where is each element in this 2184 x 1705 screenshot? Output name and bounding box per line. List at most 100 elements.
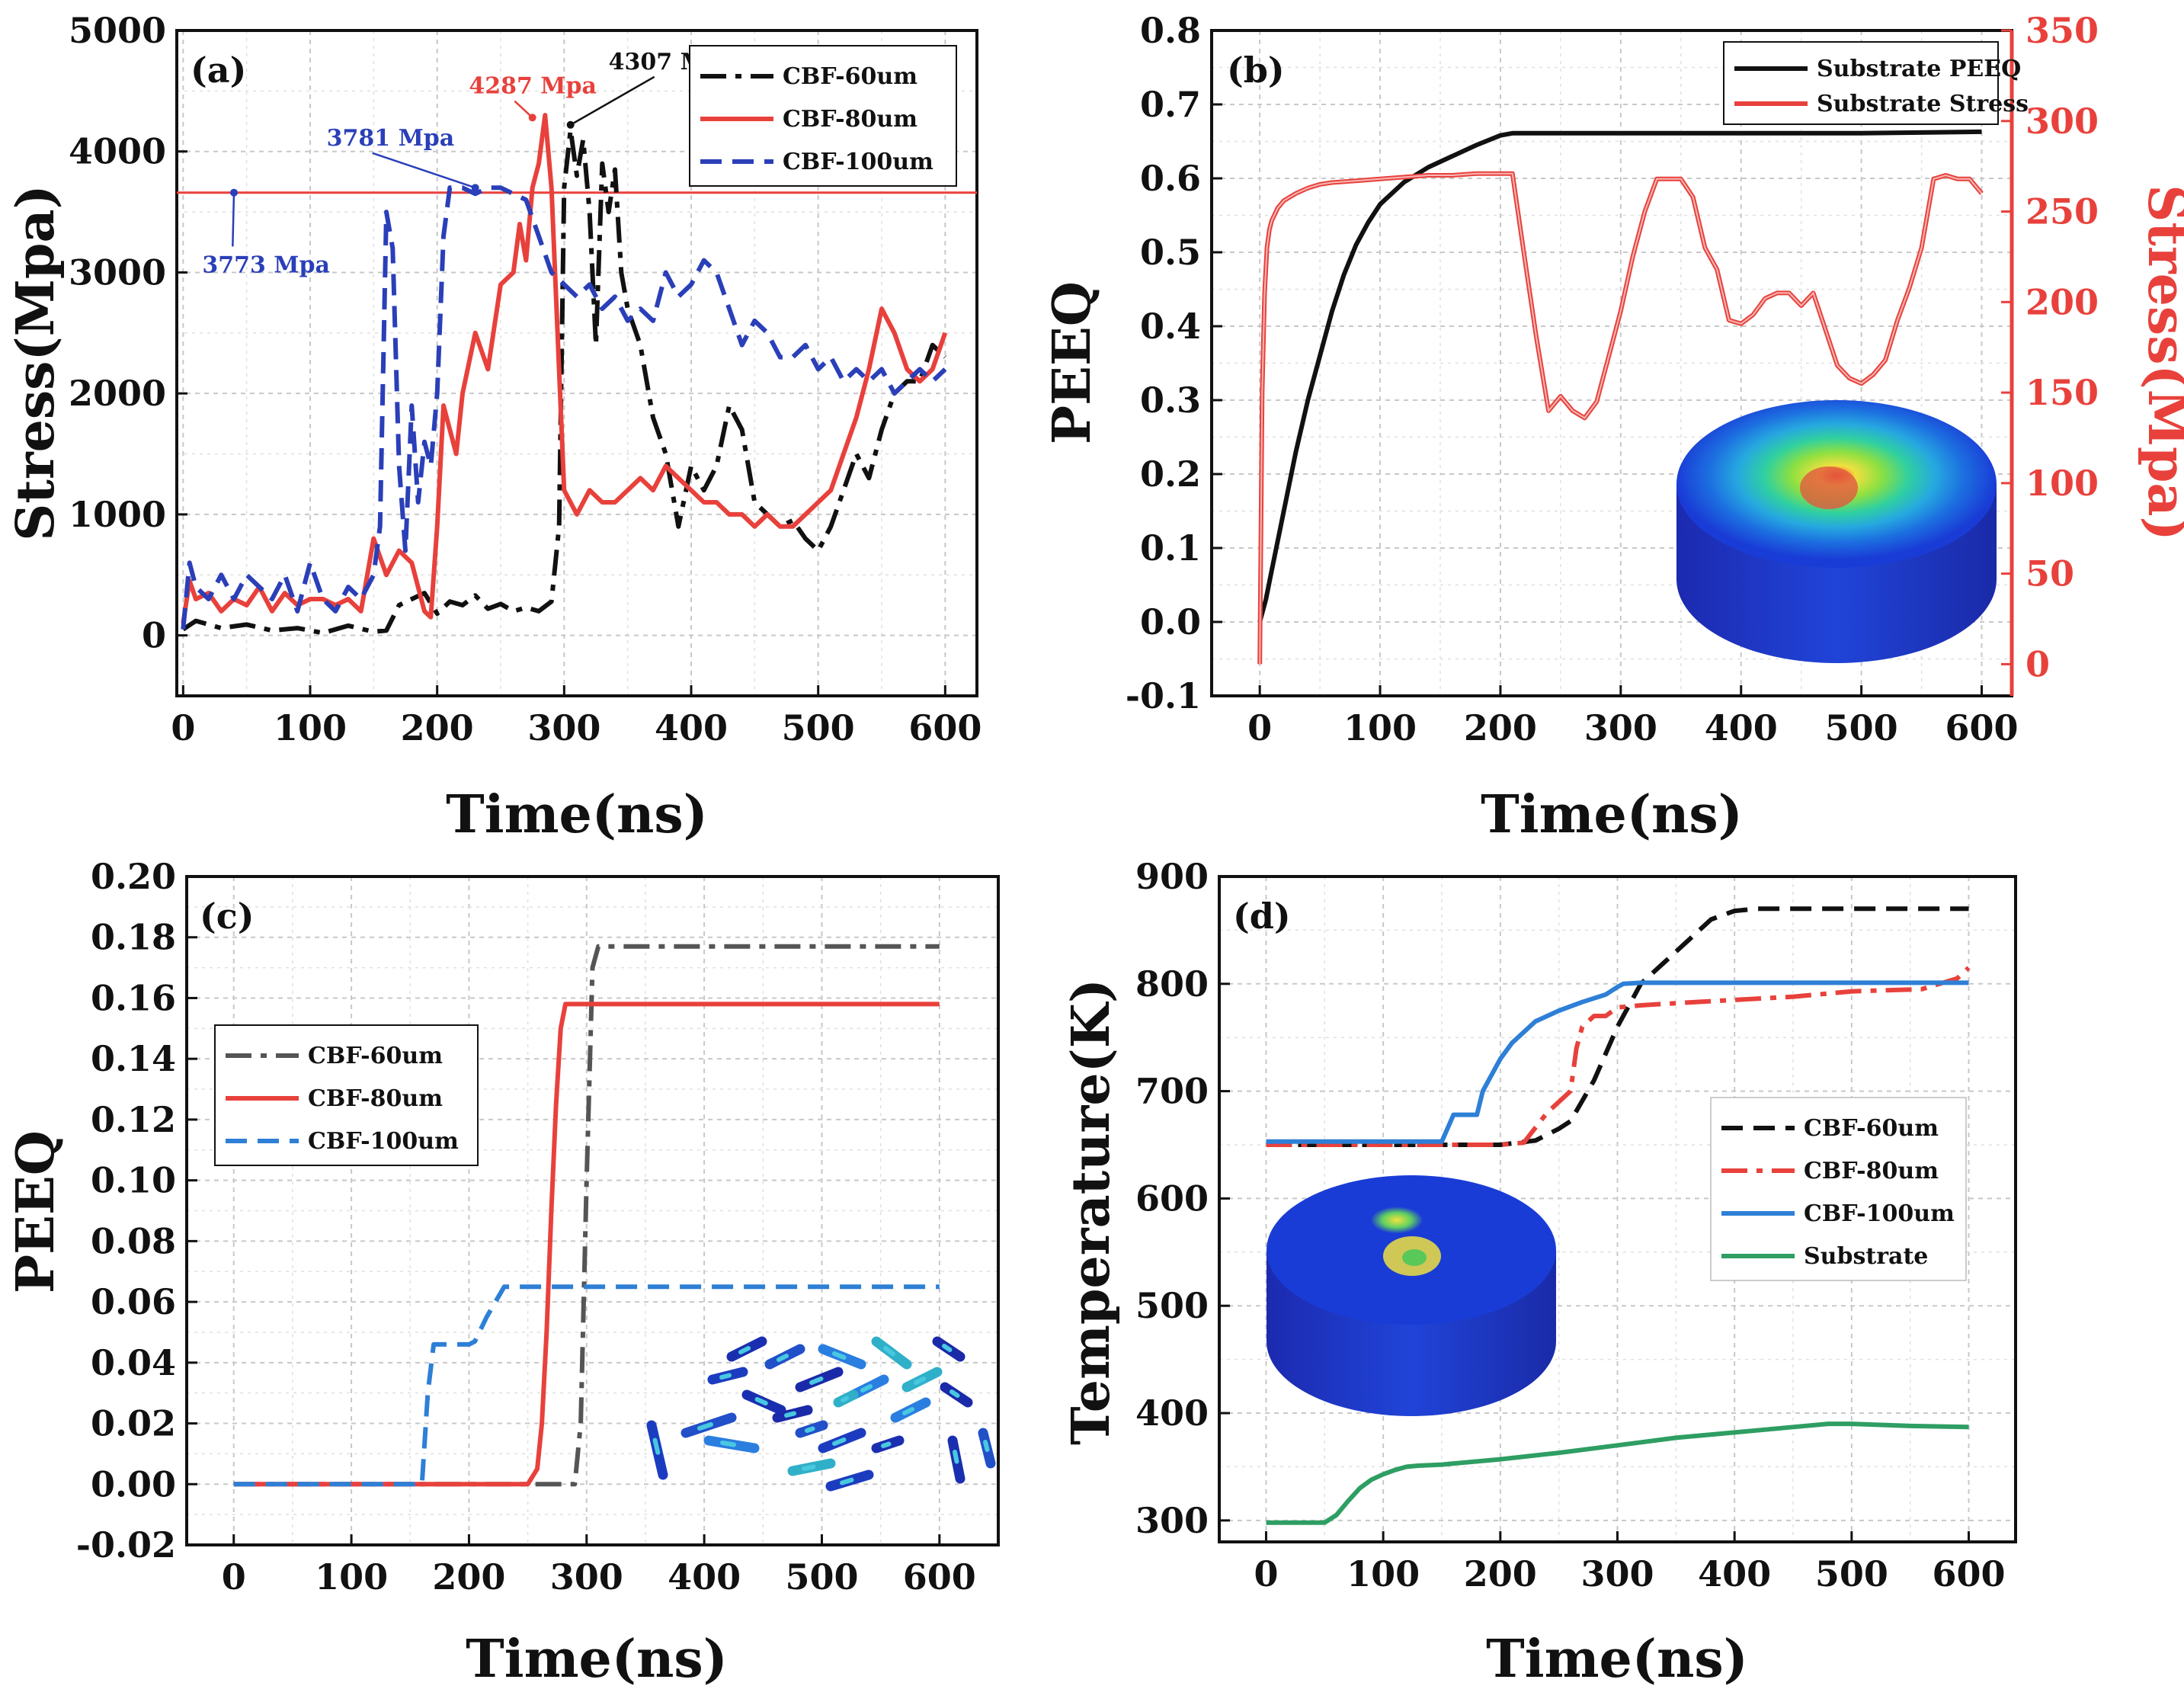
panel-a-x-tick-label: 200 — [401, 707, 474, 748]
panel-a-label: (a) — [191, 50, 246, 91]
panel-a-y-tick-label: 5000 — [69, 10, 166, 51]
panel-d-y-tick-label: 600 — [1135, 1178, 1209, 1219]
panel-a-stress-chart: 0 100 200 300 400 500 600 0 1000 2000 3000 4000 500… — [5, 10, 982, 845]
annotation-arrow-head-0 — [566, 120, 575, 129]
fiber-segment-highlight — [902, 1407, 914, 1415]
panel-c-x-tick-label: 600 — [903, 1556, 976, 1598]
panel-d-y-tick-label: 900 — [1135, 856, 1209, 897]
panel-a-x-tick-label: 400 — [655, 707, 728, 748]
panel-c-x-tick-label: 400 — [668, 1556, 741, 1598]
fiber-segment-highlight — [914, 1376, 926, 1385]
panel-a-y-axis-label: Stress(Mpa) — [5, 184, 66, 540]
panel-c-y-tick-label: 0.16 — [91, 977, 176, 1018]
panel-c-y-tick-label: 0.00 — [91, 1463, 176, 1505]
annotation-arrow-head-1 — [528, 114, 536, 122]
panel-d-temperature-chart: 0 100 200 300 400 500 600 300 400 500 600 700 800 90… — [1061, 856, 2017, 1690]
panel-d-x-tick-label: 0 — [1254, 1553, 1278, 1594]
panel-c-y-tick-label: 0.08 — [91, 1220, 176, 1261]
panel-d-y-axis-label: Temperature(K) — [1061, 979, 1122, 1445]
fiber-segment-highlight — [949, 1389, 960, 1398]
fiber-segment-highlight — [883, 1346, 895, 1357]
panel-d-x-tick-label: 600 — [1933, 1553, 2006, 1594]
panel-a-x-tick-label: 300 — [527, 707, 600, 748]
panel-b-inset-contour — [1676, 400, 1997, 663]
panel-a-x-tick-label: 600 — [908, 707, 982, 748]
fiber-segment-highlight — [719, 1373, 732, 1380]
panel-c-y-tick-label: 0.06 — [91, 1281, 176, 1322]
panel-b-y-tick-label: -0.1 — [1126, 675, 1201, 716]
fiber-segment-highlight — [777, 1354, 789, 1362]
series-line-d-1 — [1266, 966, 1971, 1147]
fiber-segment-highlight — [860, 1384, 873, 1393]
panel-b-peeq-stress-chart: 0 100 200 300 400 500 600 -0.10.00.10.20.30.40… — [1042, 10, 2184, 845]
panel-d-x-tick-label: 500 — [1815, 1553, 1888, 1594]
fiber-segment-highlight — [754, 1397, 768, 1405]
panel-a-series — [181, 113, 948, 636]
panel-d-y-tick-label: 500 — [1135, 1285, 1209, 1326]
panel-d-x-tick-label: 400 — [1698, 1553, 1771, 1594]
panel-a-y-ticks: 0 1000 2000 3000 4000 5000 — [69, 10, 187, 656]
series-line-a-1 — [181, 113, 948, 624]
panel-d-inset-contour — [1267, 1175, 1556, 1416]
panel-a-y-tick-label: 1000 — [69, 494, 166, 535]
panel-b-x-tick-label: 200 — [1464, 707, 1537, 748]
panel-b-y-ticks: -0.1 0.0 0.1 0.2 0.3 0.4 0.5 0.6 0.7 0.8 — [1126, 10, 1222, 716]
panel-b-y-tick-label: 0.6 — [1140, 158, 1201, 199]
legend-label-a-1: CBF-80um — [783, 106, 917, 133]
fiber-segment-highlight — [784, 1411, 796, 1418]
fiber-segment-highlight — [720, 1441, 736, 1447]
panel-a-x-tick-label: 0 — [171, 707, 195, 748]
panel-d-x-ticks: 0 100 200 300 400 500 600 — [1254, 1531, 2006, 1594]
panel-b-y-right-tick-label: 50 — [2025, 553, 2074, 595]
legend-label-b-0: Substrate PEEQ — [1817, 56, 2021, 82]
panel-d-y-tick-label: 700 — [1135, 1071, 1209, 1112]
panel-c-series — [233, 944, 940, 1487]
panel-c-inset-fibers — [646, 1336, 996, 1492]
series-line-c-1 — [233, 1002, 940, 1487]
panel-b-label: (b) — [1227, 50, 1285, 91]
annotation-label-1: 4287 Mpa — [469, 73, 597, 100]
panel-b-y-tick-label: 0.2 — [1140, 453, 1201, 495]
panel-c-legend: CBF-60um CBF-80um CBF-100um — [214, 1024, 479, 1166]
panel-c-x-tick-label: 300 — [550, 1556, 623, 1598]
series-line-b-highlight — [1259, 172, 1983, 665]
panel-c-label: (c) — [200, 896, 255, 937]
panel-b-y-tick-label: 0.3 — [1140, 380, 1201, 421]
fiber-segment-highlight — [802, 1464, 816, 1471]
fiber-segment-highlight — [738, 1346, 751, 1354]
panel-b-y-tick-label: 0.8 — [1140, 10, 1201, 51]
legend-label-c-1: CBF-80um — [308, 1085, 443, 1112]
series-line-d-2 — [1266, 980, 1969, 1144]
panel-c-frame — [185, 875, 1000, 1546]
panel-b-series — [1257, 129, 1984, 665]
panel-c-y-tick-label: 0.20 — [91, 856, 176, 897]
panel-b-y-right-tick-label: 0 — [2025, 643, 2050, 684]
legend-label-c-2: CBF-100um — [308, 1128, 459, 1155]
panel-a-x-ticks: 0 100 200 300 400 500 600 — [171, 685, 982, 748]
panel-a-y-tick-label: 4000 — [69, 131, 166, 172]
panel-b-y-right-tick-label: 350 — [2025, 10, 2099, 51]
panel-b-disk-hotspot — [1800, 466, 1858, 509]
series-line-b-0 — [1257, 129, 1982, 623]
legend-label-d-0: CBF-60um — [1804, 1115, 1939, 1142]
panel-b-y-right-axis-label: Stress(Mpa) — [2136, 184, 2184, 540]
panel-d-legend: CBF-60um CBF-80um CBF-100um Substrate — [1710, 1097, 1967, 1281]
panel-a-y-tick-label: 2000 — [69, 373, 166, 414]
panel-b-y-axis-label: PEEQ — [1042, 281, 1103, 444]
panel-b-y-tick-label: 0.5 — [1140, 232, 1201, 273]
panel-d-y-ticks: 300 400 500 600 700 800 900 — [1135, 856, 1230, 1541]
panel-c-x-tick-label: 200 — [432, 1556, 505, 1598]
panel-c-y-tick-label: 0.02 — [91, 1403, 176, 1444]
panel-a-y-tick-label: 3000 — [69, 252, 166, 293]
fiber-segment-highlight — [953, 1450, 959, 1464]
fiber-segment-highlight — [832, 1437, 847, 1446]
panel-c-x-tick-label: 100 — [315, 1556, 388, 1598]
panel-b-x-tick-label: 0 — [1247, 707, 1272, 748]
legend-label-b-1: Substrate Stress — [1817, 91, 2029, 117]
fiber-segment-highlight — [805, 1426, 815, 1433]
annotation-arrow-2 — [372, 152, 476, 189]
panel-c-y-tick-label: 0.18 — [91, 917, 176, 958]
panel-c-y-tick-label: 0.14 — [91, 1038, 176, 1079]
panel-b-x-tick-label: 400 — [1705, 707, 1778, 748]
